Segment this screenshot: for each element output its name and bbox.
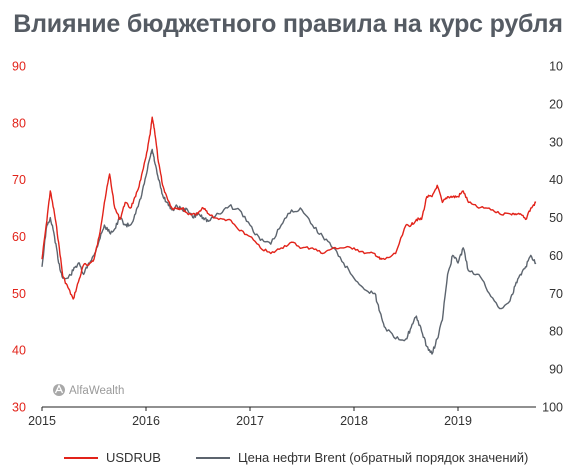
right-tick-label: 100 bbox=[542, 401, 563, 415]
brent-series-line bbox=[41, 148, 537, 355]
x-tick-label: 2019 bbox=[444, 414, 472, 428]
left-tick-label: 40 bbox=[12, 344, 26, 358]
x-axis-ticks: 2015 2016 2017 2018 2019 bbox=[28, 407, 472, 428]
left-axis-ticks: 90 80 70 60 50 40 30 bbox=[12, 60, 26, 415]
right-tick-label: 20 bbox=[549, 97, 563, 111]
x-tick-label: 2018 bbox=[340, 414, 368, 428]
left-tick-label: 70 bbox=[12, 173, 26, 187]
left-tick-label: 30 bbox=[12, 401, 26, 415]
left-tick-label: 80 bbox=[12, 116, 26, 130]
right-tick-label: 10 bbox=[549, 60, 563, 74]
right-tick-label: 70 bbox=[549, 287, 563, 301]
left-tick-label: 60 bbox=[12, 230, 26, 244]
left-tick-label: 50 bbox=[12, 287, 26, 301]
legend-label-usdrub: USDRUB bbox=[106, 450, 161, 465]
alfawealth-logo-text: AlfaWealth bbox=[69, 385, 124, 397]
usdrub-series-line bbox=[41, 116, 537, 300]
alfawealth-logo-glyph bbox=[54, 383, 64, 394]
watermark: AlfaWealth bbox=[53, 383, 124, 397]
x-tick-label: 2015 bbox=[28, 414, 56, 428]
legend: USDRUB Цена нефти Brent (обратный порядо… bbox=[64, 450, 528, 465]
left-tick-label: 90 bbox=[12, 60, 26, 74]
right-tick-label: 50 bbox=[549, 211, 563, 225]
right-tick-label: 90 bbox=[549, 363, 563, 377]
right-tick-label: 80 bbox=[549, 325, 563, 339]
x-tick-label: 2016 bbox=[132, 414, 160, 428]
chart-title: Влияние бюджетного правила на курс рубля bbox=[13, 10, 563, 38]
legend-label-brent: Цена нефти Brent (обратный порядок значе… bbox=[238, 450, 528, 465]
right-axis-ticks: 10 20 30 40 50 60 70 80 90 100 bbox=[542, 60, 563, 415]
series-layer bbox=[41, 116, 537, 355]
x-tick-label: 2017 bbox=[236, 414, 264, 428]
right-tick-label: 40 bbox=[549, 173, 563, 187]
right-tick-label: 30 bbox=[549, 135, 563, 149]
right-tick-label: 60 bbox=[549, 249, 563, 263]
